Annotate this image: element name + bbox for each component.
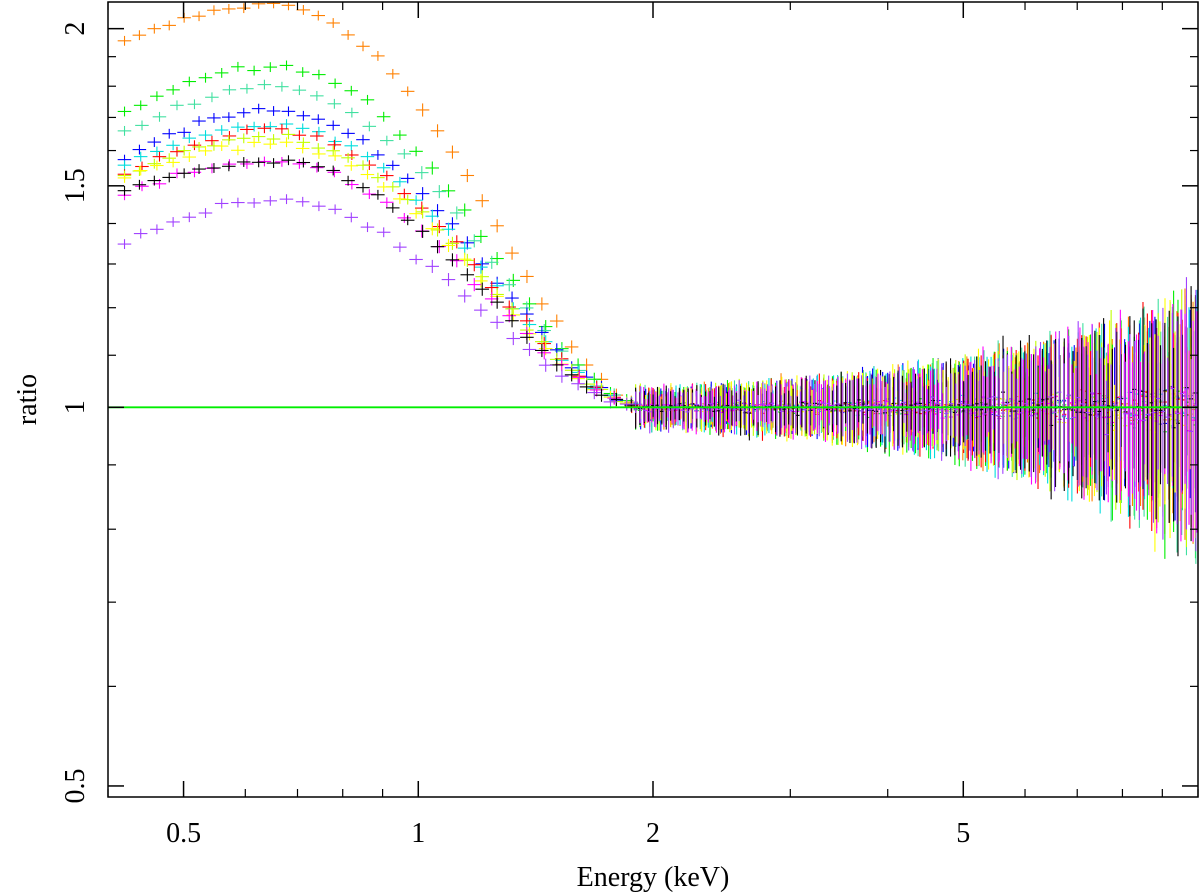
axis-ticks [107, 2, 1199, 797]
y-tick-label: 1.5 [60, 168, 91, 203]
y-tick-label: 0.5 [60, 768, 91, 803]
series-1 [117, 60, 1198, 559]
series-2 [117, 79, 1198, 564]
y-tick-label: 1 [60, 400, 91, 414]
x-tick-label: 2 [646, 818, 660, 849]
series-10 [117, 194, 1198, 552]
y-axis-title: ratio [12, 374, 43, 425]
y-tick-label: 2 [60, 22, 91, 36]
series-0 [117, 2, 1198, 544]
series-8 [117, 156, 1198, 542]
x-tick-label: 0.5 [166, 818, 201, 849]
tick-labels: 0.5 1 2 5 0.5 1 1.5 2 [60, 22, 970, 849]
x-axis-title: Energy (keV) [577, 862, 730, 893]
x-tick-label: 1 [411, 818, 425, 849]
series-4 [117, 119, 1198, 521]
data-points-layer [117, 2, 1198, 564]
series-6 [117, 129, 1198, 548]
x-tick-label: 5 [956, 818, 970, 849]
